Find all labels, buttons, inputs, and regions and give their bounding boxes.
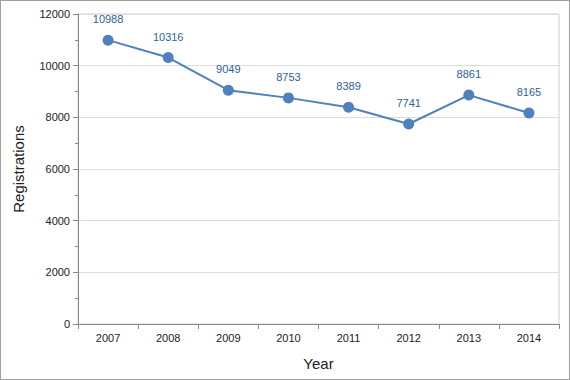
svg-text:10000: 10000 [39,60,70,72]
svg-text:8165: 8165 [517,86,541,98]
svg-text:10988: 10988 [93,13,124,25]
svg-text:9049: 9049 [216,63,240,75]
svg-text:4000: 4000 [46,215,70,227]
svg-text:2012: 2012 [396,332,420,344]
svg-text:2007: 2007 [96,332,120,344]
svg-text:0: 0 [64,318,70,330]
svg-text:2010: 2010 [276,332,300,344]
svg-text:10316: 10316 [153,31,184,43]
svg-text:Registrations: Registrations [10,125,27,213]
svg-text:2008: 2008 [156,332,180,344]
svg-text:2000: 2000 [46,266,70,278]
svg-text:12000: 12000 [39,8,70,20]
svg-text:2013: 2013 [457,332,481,344]
svg-text:2011: 2011 [337,332,361,344]
svg-text:8000: 8000 [46,111,70,123]
svg-text:6000: 6000 [46,163,70,175]
svg-text:Year: Year [303,355,333,372]
svg-text:8753: 8753 [276,71,300,83]
svg-text:8389: 8389 [336,80,360,92]
svg-text:8861: 8861 [457,68,481,80]
svg-text:2009: 2009 [216,332,240,344]
svg-text:2014: 2014 [517,332,541,344]
svg-text:7741: 7741 [396,97,420,109]
